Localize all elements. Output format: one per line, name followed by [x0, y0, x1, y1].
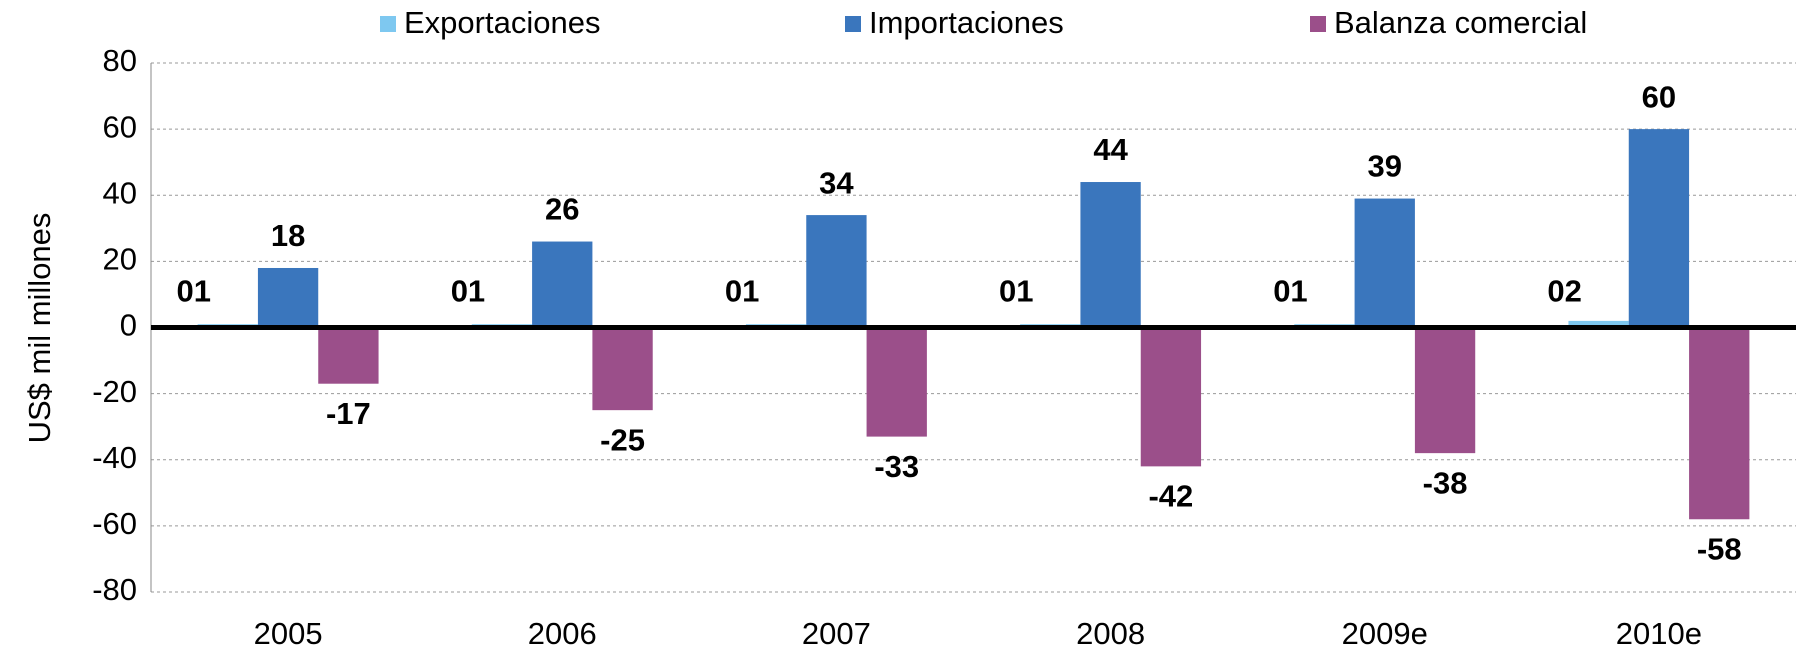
data-label: -42: [1148, 479, 1193, 514]
y-tick-label: 80: [103, 43, 137, 78]
bar: [257, 267, 319, 328]
data-label: 01: [177, 274, 211, 309]
y-tick-label: -20: [92, 374, 137, 409]
legend-label: Exportaciones: [404, 5, 600, 40]
y-tick-label: 60: [103, 109, 137, 144]
data-label: 60: [1642, 79, 1676, 114]
y-tick-label: -60: [92, 506, 137, 541]
legend-swatch: [380, 16, 396, 32]
x-tick-label: 2008: [1076, 616, 1145, 649]
data-label: 01: [1273, 274, 1307, 309]
data-label: 01: [999, 274, 1033, 309]
x-tick-label: 2005: [254, 616, 323, 649]
bar: [1140, 327, 1202, 467]
bar: [1354, 198, 1415, 328]
y-tick-label: 0: [120, 308, 137, 343]
y-tick-label: 20: [103, 242, 137, 277]
data-label: 39: [1368, 149, 1402, 184]
legend-swatch: [845, 16, 861, 32]
data-label: 34: [819, 165, 854, 200]
bar: [866, 327, 927, 437]
data-label: 44: [1093, 132, 1128, 167]
bar: [1080, 182, 1141, 328]
bar: [1414, 327, 1476, 454]
bar: [806, 215, 867, 328]
data-label: 02: [1547, 274, 1581, 309]
bar: [318, 327, 379, 384]
data-label: -25: [600, 422, 645, 457]
y-axis-title: US$ mil millones: [22, 213, 57, 444]
bar: [1689, 327, 1750, 520]
y-tick-label: -80: [92, 572, 137, 607]
data-label: 01: [725, 274, 759, 309]
legend-swatch: [1310, 16, 1326, 32]
x-tick-label: 2010e: [1616, 616, 1702, 649]
x-tick-label: 2006: [528, 616, 597, 649]
data-label: -17: [326, 396, 371, 431]
data-label: -38: [1423, 465, 1468, 500]
data-label: 18: [271, 218, 305, 253]
bar: [592, 327, 653, 411]
x-tick-label: 2009e: [1342, 616, 1428, 649]
x-tick-label: 2007: [802, 616, 871, 649]
bar: [1628, 129, 1690, 328]
data-label: -58: [1697, 531, 1742, 566]
bar: [532, 241, 593, 328]
bar: [1568, 320, 1629, 328]
data-label: 26: [545, 192, 579, 227]
data-label: -33: [874, 449, 919, 484]
y-tick-label: -40: [92, 440, 137, 475]
y-tick-label: 40: [103, 175, 137, 210]
legend-label: Importaciones: [869, 5, 1064, 40]
legend-label: Balanza comercial: [1334, 5, 1587, 40]
data-label: 01: [451, 274, 485, 309]
